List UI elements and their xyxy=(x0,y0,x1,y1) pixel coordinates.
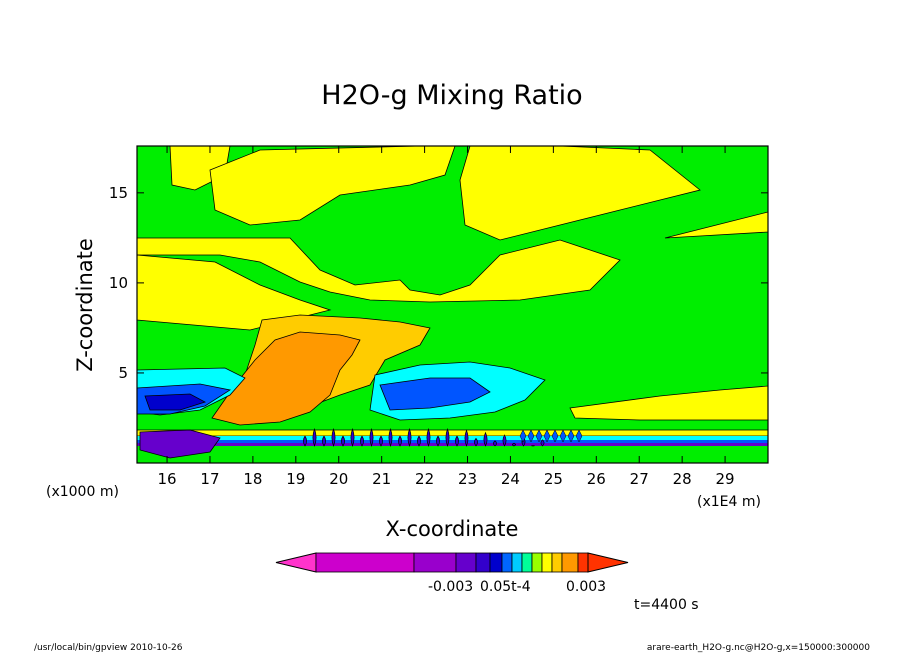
footer-left: /usr/local/bin/gpview 2010-10-26 xyxy=(34,643,183,653)
colorbar-bin xyxy=(561,552,579,573)
colorbar-label-mid: 0.05t-4 xyxy=(480,579,531,595)
wave-cell xyxy=(322,435,326,447)
field-blue-right xyxy=(379,377,491,411)
field-yellow-mid-left xyxy=(136,254,332,331)
wave-cell xyxy=(407,428,412,447)
wave-diamond xyxy=(575,429,583,443)
field-dark-blue-left xyxy=(144,393,207,411)
x-tick-label: 29 xyxy=(716,470,735,488)
colorbar-label-min: -0.003 xyxy=(428,579,473,595)
wave-diamond xyxy=(567,429,575,443)
wave-cell xyxy=(474,437,478,447)
wave-contours xyxy=(303,428,583,447)
wave-cell xyxy=(417,435,421,447)
wave-cell xyxy=(369,428,374,447)
wave-cell xyxy=(350,428,355,447)
field-yellow-mid-band xyxy=(136,237,621,303)
x-tick-label: 21 xyxy=(372,470,391,488)
x-tick-label: 18 xyxy=(243,470,262,488)
x-axis-label: X-coordinate xyxy=(386,517,519,541)
wave-diamond xyxy=(543,429,551,443)
y-tick-label: 10 xyxy=(109,274,128,292)
x-tick-label: 22 xyxy=(415,470,434,488)
field-band-green xyxy=(137,446,768,463)
wave-cell xyxy=(502,434,507,447)
wave-cell xyxy=(303,435,307,447)
x-tick-label: 27 xyxy=(630,470,649,488)
x-unit-left: (x1000 m) xyxy=(46,484,119,500)
field-orange xyxy=(211,331,361,426)
colorbar-bin xyxy=(455,552,477,573)
field-band-blue xyxy=(137,440,768,443)
colorbar-extend-right xyxy=(587,552,629,573)
wave-diamond xyxy=(551,429,559,443)
footer-right: arare-earth_H2O-g.nc@H2O-g,x=150000:3000… xyxy=(647,643,870,653)
wave-cell xyxy=(379,435,383,447)
colorbar-bin xyxy=(551,552,563,573)
field-band-purple xyxy=(137,443,768,446)
x-tick-label: 25 xyxy=(544,470,563,488)
x-tick-label: 24 xyxy=(501,470,520,488)
y-axis-label: Z-coordinate xyxy=(73,238,97,372)
y-tick-label: 15 xyxy=(109,184,128,202)
wave-cell xyxy=(426,428,431,447)
x-tick-label: 17 xyxy=(200,470,219,488)
colorbar-bin xyxy=(475,552,491,573)
wave-cell xyxy=(493,440,497,447)
x-tick-label: 19 xyxy=(286,470,305,488)
wave-cell xyxy=(455,435,459,447)
colorbar-bin xyxy=(511,552,523,573)
colorbar xyxy=(275,552,629,573)
wave-cell xyxy=(464,429,469,447)
field-band-cyan xyxy=(137,436,768,440)
x-tick-label: 16 xyxy=(158,470,177,488)
wave-cell xyxy=(436,435,440,447)
contour-fields xyxy=(136,145,769,463)
field-purple-left-surface xyxy=(139,429,221,459)
wave-cell xyxy=(360,435,364,447)
colorbar-bin xyxy=(521,552,533,573)
plot-frame xyxy=(136,145,769,464)
colorbar-bin xyxy=(501,552,513,573)
colorbar-bin xyxy=(413,552,457,573)
wave-cell xyxy=(483,431,488,447)
field-yellow-near-surface xyxy=(136,429,769,437)
colorbar-bin xyxy=(541,552,553,573)
y-axis: 5 10 15 xyxy=(109,184,768,382)
wave-cell xyxy=(388,428,393,447)
wave-diamond xyxy=(535,429,543,443)
wave-cell xyxy=(540,439,545,447)
field-yellow-upper-band xyxy=(209,145,456,226)
wave-diamond xyxy=(527,429,535,443)
wave-diamond xyxy=(519,429,527,443)
colorbar-bin xyxy=(315,552,415,573)
chart-title: H2O-g Mixing Ratio xyxy=(321,80,582,111)
x-tick-label: 23 xyxy=(458,470,477,488)
time-annotation: t=4400 s xyxy=(634,597,699,613)
wave-cell xyxy=(331,428,336,447)
colorbar-label-max: 0.003 xyxy=(566,579,606,595)
colorbar-extend-left xyxy=(275,552,317,573)
x-tick-label: 20 xyxy=(329,470,348,488)
wave-cell xyxy=(512,442,516,447)
wave-cell xyxy=(398,435,402,447)
field-yellow-top-right xyxy=(459,145,701,241)
x-tick-label: 28 xyxy=(673,470,692,488)
wave-cell xyxy=(341,435,345,447)
x-unit-right: (x1E4 m) xyxy=(697,494,761,510)
colorbar-bin xyxy=(577,552,589,573)
y-tick-label: 5 xyxy=(118,364,128,382)
x-axis: 16 17 18 19 20 21 22 23 24 25 26 27 28 29 xyxy=(158,146,735,488)
wave-cell xyxy=(312,428,317,447)
x-tick-label: 26 xyxy=(587,470,606,488)
wave-cell xyxy=(445,428,450,447)
colorbar-bin xyxy=(489,552,503,573)
wave-diamond xyxy=(559,429,567,443)
colorbar-bin xyxy=(531,552,543,573)
